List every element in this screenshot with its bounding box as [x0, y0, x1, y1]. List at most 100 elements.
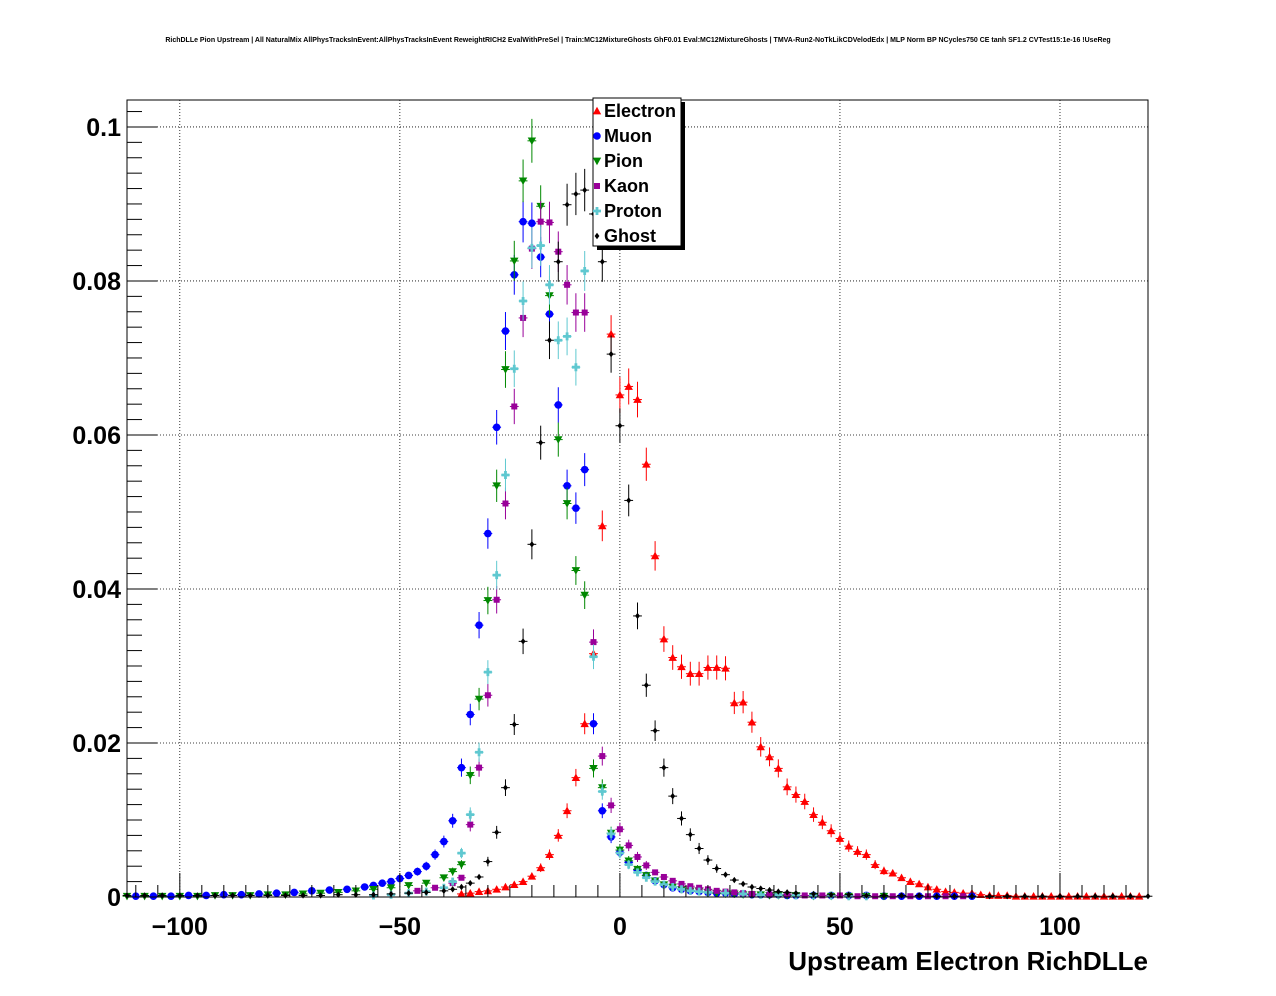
data-point: [652, 869, 659, 876]
data-point: [528, 219, 536, 228]
data-point: [589, 719, 598, 728]
data-point: [414, 887, 421, 894]
data-point: [941, 887, 950, 895]
data-point: [659, 880, 668, 889]
data-point: [854, 893, 861, 900]
data-point: [554, 336, 563, 345]
data-point: [598, 787, 607, 796]
data-point: [202, 891, 211, 900]
data-point: [501, 366, 510, 374]
y-tick-label: 0.04: [72, 576, 121, 604]
data-point: [660, 873, 667, 880]
data-point: [484, 692, 491, 699]
data-point: [230, 892, 236, 899]
data-point: [369, 885, 378, 894]
data-point: [404, 871, 413, 880]
data-point: [668, 653, 677, 661]
data-point: [872, 893, 879, 900]
data-point: [247, 892, 253, 899]
data-point: [518, 877, 528, 885]
data-point: [476, 764, 483, 771]
data-point: [774, 764, 783, 772]
data-point: [564, 201, 570, 208]
data-point: [589, 765, 598, 773]
data-point: [484, 529, 492, 538]
legend-label: Muon: [604, 126, 652, 146]
data-point: [670, 792, 676, 800]
data-point: [721, 889, 730, 898]
data-point: [687, 831, 693, 838]
data-point: [485, 858, 491, 865]
data-point: [571, 363, 580, 372]
data-point: [934, 893, 940, 900]
data-point: [563, 481, 571, 490]
data-point: [714, 865, 720, 872]
data-point: [554, 401, 563, 409]
data-point: [459, 883, 464, 891]
data-point: [888, 868, 897, 877]
data-point: [563, 332, 572, 341]
legend-box: [592, 97, 682, 247]
data-point: [467, 879, 473, 887]
y-tick-label: 0: [107, 884, 121, 912]
data-point: [573, 190, 579, 198]
data-point: [951, 893, 957, 900]
data-point: [466, 771, 475, 780]
data-point: [713, 887, 720, 894]
data-point: [987, 893, 992, 900]
data-point: [624, 382, 633, 390]
data-point: [501, 327, 510, 335]
data-point: [642, 873, 651, 882]
chart-title: RichDLLe Pion Upstream | All NaturalMix …: [165, 37, 1110, 44]
legend-marker: [592, 106, 602, 115]
data-point: [511, 403, 518, 410]
data-point: [846, 891, 852, 898]
data-point: [615, 849, 624, 858]
data-point: [907, 893, 914, 900]
data-point: [511, 721, 517, 728]
data-point: [1022, 893, 1028, 900]
data-point: [325, 886, 334, 894]
data-point: [388, 890, 394, 898]
data-point: [811, 890, 816, 898]
data-point: [149, 892, 158, 901]
data-point: [538, 439, 544, 446]
data-point: [300, 892, 306, 899]
legend-item-muon: Muon: [593, 126, 652, 146]
data-point: [537, 218, 544, 225]
legend-item-electron: Electron: [592, 101, 676, 121]
data-point: [679, 815, 684, 822]
data-point: [818, 818, 827, 826]
data-point: [906, 877, 915, 885]
data-point: [767, 886, 772, 894]
data-point: [862, 850, 871, 859]
data-point: [694, 669, 704, 678]
data-point: [1117, 892, 1126, 900]
data-point: [608, 350, 614, 358]
data-point: [519, 296, 528, 305]
data-point: [756, 890, 765, 899]
data-point: [598, 806, 607, 815]
data-point: [572, 504, 580, 512]
data-point: [677, 885, 686, 894]
data-point: [782, 782, 792, 791]
legend-marker: [593, 132, 601, 140]
data-point: [633, 395, 642, 403]
data-point: [635, 612, 640, 620]
data-point: [572, 309, 579, 316]
data-point: [466, 810, 475, 819]
data-point: [1082, 892, 1091, 900]
data-point: [564, 281, 571, 288]
data-point: [474, 695, 484, 704]
legend-item-kaon: Kaon: [594, 176, 649, 196]
data-point: [678, 880, 685, 887]
data-point: [475, 621, 483, 629]
data-point: [809, 810, 818, 818]
data-point: [432, 884, 439, 891]
data-point: [527, 137, 537, 146]
data-point: [467, 821, 474, 828]
data-point: [801, 892, 808, 899]
data-point: [960, 893, 967, 900]
data-point: [897, 873, 906, 882]
y-tick-label: 0.08: [72, 268, 121, 296]
